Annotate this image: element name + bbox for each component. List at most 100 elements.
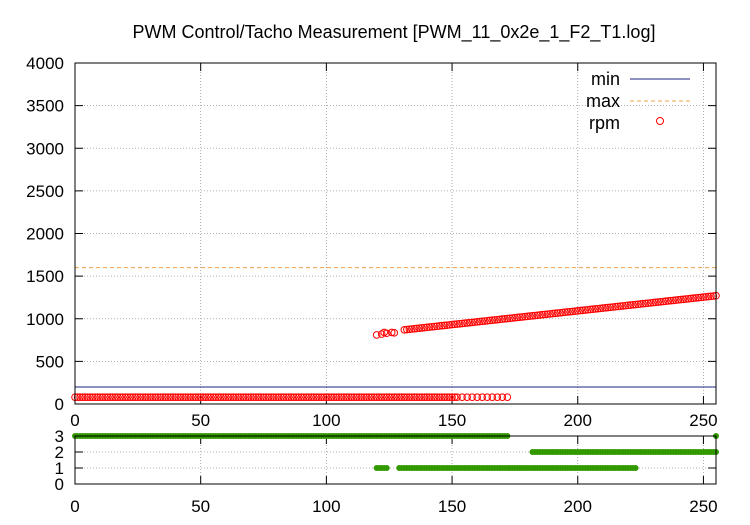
rpm-point [196,393,205,401]
rpm-point [609,303,617,311]
main-plot-series [71,267,720,401]
rpm-point [257,393,265,401]
rpm-point [320,393,328,401]
rpm-point [400,326,409,334]
rpm-point [448,393,456,401]
rpm-point [674,296,683,304]
main-y-tick-label: 2000 [26,225,64,244]
rpm-point [332,393,341,401]
sub-x-tick-label: 200 [564,497,592,516]
rpm-point [430,322,439,331]
rpm-point [330,393,338,401]
rpm-point [134,393,142,401]
main-y-tick-label: 500 [36,352,64,371]
rpm-point [501,315,509,323]
rpm-point [171,393,180,401]
rpm-point [634,300,642,309]
rpm-point [513,313,522,322]
rpm-point [227,393,235,401]
main-y-axis-ticks: 0 500 1000 1500 2000 2500 3000 3500 4000 [26,54,716,414]
rpm-point [247,393,255,401]
rpm-point [493,315,502,324]
main-x-tick-label: 100 [312,411,340,430]
rpm-point [287,393,295,401]
rpm-point [435,322,444,330]
rpm-point [267,393,275,401]
rpm-point [387,393,396,401]
rpm-point [636,300,645,308]
rpm-point [413,324,421,333]
rpm-point [475,317,484,326]
rpm-point [315,393,323,401]
rpm-point [325,393,333,401]
rpm-point [480,317,489,325]
rpm-point [614,302,622,311]
rpm-point [234,393,243,401]
rpm-point [483,316,492,325]
rpm-point [96,393,104,401]
rpm-point [262,393,270,401]
rpm-point [433,393,441,401]
rpm-point [601,304,610,312]
rpm-point [372,393,381,401]
rpm-point [664,297,673,305]
rpm-point [488,393,497,401]
rpm-point [335,393,343,401]
rpm-point [154,393,162,401]
rpm-point [304,393,313,401]
sub-x-tick-label: 50 [191,497,210,516]
rpm-point [420,393,429,401]
rpm-point [511,313,519,322]
sub-plot-grid [75,436,716,484]
rpm-point [563,308,572,316]
rpm-point [136,393,145,401]
rpm-point [382,329,391,338]
rpm-point [377,393,386,401]
rpm-point [224,393,233,401]
rpm-point [423,323,431,332]
rpm-point [174,393,182,401]
rpm-point [350,393,358,401]
rpm-point [498,393,507,401]
rpm-point [586,305,595,314]
rpm-point [445,321,454,329]
rpm-point [478,393,487,401]
rpm-point [528,312,537,320]
rpm-point [106,393,114,401]
rpm-point [292,393,301,401]
rpm-point [651,298,660,307]
rpm-point [677,295,685,304]
rpm-point [656,297,665,306]
main-y-tick-label: 2500 [26,182,64,201]
rpm-point [443,393,451,401]
rpm-point [375,393,383,401]
rpm-point [666,296,675,305]
rpm-point [186,393,195,401]
sub-y-tick-label: 2 [55,443,64,462]
legend-label-rpm: rpm [589,113,620,133]
rpm-point [641,299,650,308]
rpm-point [468,318,476,327]
rpm-point [209,393,218,401]
rpm-point [244,393,253,401]
rpm-point [108,393,117,401]
rpm-point [83,393,92,401]
rpm-point [465,318,474,327]
rpm-point [357,393,366,401]
rpm-point [606,303,615,312]
legend-label-min: min [591,69,620,89]
rpm-point [405,393,414,401]
rpm-point [337,393,346,401]
legend-swatch-rpm [656,117,664,125]
rpm-point [551,309,559,318]
rpm-point [118,393,127,401]
main-x-tick-label: 200 [564,411,592,430]
rpm-point [448,320,456,329]
rpm-point [503,393,512,401]
rpm-point [546,310,554,318]
rpm-point [430,393,439,401]
rpm-point [468,393,476,401]
rpm-point [493,393,502,401]
main-x-tick-label: 150 [438,411,466,430]
rpm-point [415,393,424,401]
